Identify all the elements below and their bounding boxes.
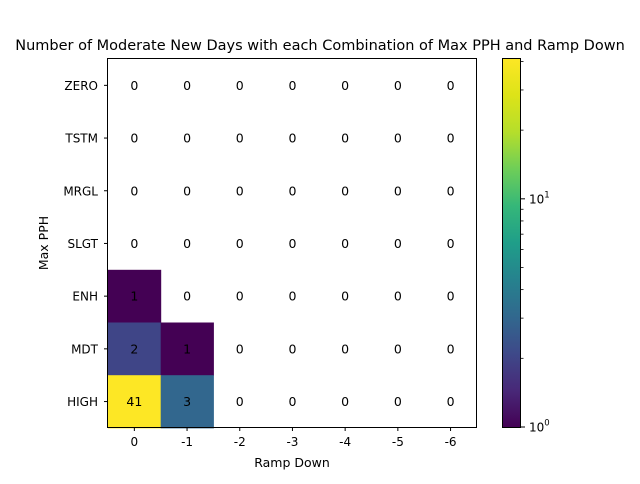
cell-value-label: 1	[130, 289, 138, 304]
y-tick-label: TSTM	[64, 132, 98, 146]
cell-value-labels: 0 0 0 0 0 0 0 0 0 0 0 0 0 0 0 0 0 0 0 0 0 0 0 0 0 0 0 0 1 0 0 0 0 0 0 2 1 0 0 0…	[126, 78, 454, 409]
x-tick-label: -6	[445, 435, 457, 449]
heatmap-cell	[160, 375, 214, 429]
cell-value-label: 0	[447, 289, 455, 304]
y-tick-label: HIGH	[67, 395, 98, 409]
cell-value-label: 0	[288, 183, 296, 198]
cell-value-label: 0	[288, 78, 296, 93]
cell-value-label: 0	[183, 183, 191, 198]
cell-value-label: 0	[447, 183, 455, 198]
x-axis-ticks: 0 -1 -2 -3 -4 -5 -6	[131, 427, 457, 449]
cell-value-label: 0	[394, 289, 402, 304]
y-tick-label: MDT	[71, 342, 99, 356]
x-tick-label: 0	[131, 435, 139, 449]
cell-value-label: 0	[341, 131, 349, 146]
cell-value-label: 0	[130, 131, 138, 146]
cell-value-label: 0	[183, 236, 191, 251]
cell-value-label: 0	[341, 394, 349, 409]
cell-value-label: 0	[341, 236, 349, 251]
x-axis-label: Ramp Down	[254, 455, 330, 470]
cell-value-label: 1	[183, 341, 191, 356]
cell-value-label: 0	[394, 394, 402, 409]
heatmap-cell	[108, 375, 162, 429]
x-tick-label: -4	[339, 435, 351, 449]
y-axis-ticks: ZERO TSTM MRGL SLGT ENH MDT HIGH	[63, 79, 108, 409]
cell-value-label: 0	[394, 341, 402, 356]
cell-value-label: 0	[236, 78, 244, 93]
cell-value-label: 0	[394, 183, 402, 198]
x-tick-label: -3	[286, 435, 298, 449]
cell-value-label: 41	[126, 394, 142, 409]
y-tick-label: ENH	[72, 290, 98, 304]
cell-value-label: 0	[394, 131, 402, 146]
cell-value-label: 0	[183, 78, 191, 93]
cell-value-label: 0	[447, 78, 455, 93]
cell-value-label: 0	[236, 183, 244, 198]
cell-value-label: 0	[288, 341, 296, 356]
colorbar-tick-label: 101	[529, 190, 550, 206]
cell-value-label: 0	[447, 236, 455, 251]
cell-value-label: 0	[341, 78, 349, 93]
cell-value-label: 0	[236, 341, 244, 356]
heatmap-cell	[108, 269, 162, 323]
cell-value-label: 0	[394, 78, 402, 93]
heatmap-cell	[160, 322, 214, 376]
cell-value-label: 0	[236, 131, 244, 146]
cell-value-label: 0	[236, 236, 244, 251]
cell-value-label: 0	[130, 78, 138, 93]
cell-value-label: 0	[447, 394, 455, 409]
x-tick-label: -1	[181, 435, 193, 449]
heatmap-cell	[108, 322, 162, 376]
cell-value-label: 0	[341, 289, 349, 304]
x-tick-label: -2	[234, 435, 246, 449]
x-tick-label: -5	[392, 435, 404, 449]
cell-value-label: 0	[288, 131, 296, 146]
cell-value-label: 0	[341, 183, 349, 198]
cell-value-label: 0	[183, 131, 191, 146]
y-tick-label: MRGL	[63, 184, 98, 198]
cell-value-label: 0	[236, 394, 244, 409]
cell-value-label: 0	[288, 236, 296, 251]
heatmap-cells	[108, 269, 214, 429]
colorbar-tick-label: 100	[529, 419, 550, 435]
cell-value-label: 0	[447, 131, 455, 146]
cell-value-label: 0	[394, 236, 402, 251]
cell-value-label: 0	[130, 236, 138, 251]
cell-value-label: 0	[183, 289, 191, 304]
chart-title: Number of Moderate New Days with each Co…	[15, 38, 625, 54]
cell-value-label: 0	[288, 394, 296, 409]
cell-value-label: 0	[341, 341, 349, 356]
colorbar	[502, 58, 521, 428]
cell-value-label: 0	[288, 289, 296, 304]
cell-value-label: 0	[236, 289, 244, 304]
cell-value-label: 3	[183, 394, 191, 409]
colorbar-ticks: 100 101	[521, 61, 550, 435]
cell-value-label: 0	[447, 341, 455, 356]
y-tick-label: ZERO	[64, 79, 98, 93]
cell-value-label: 0	[130, 183, 138, 198]
y-tick-label: SLGT	[67, 237, 98, 251]
cell-value-label: 2	[130, 341, 138, 356]
y-axis-label: Max PPH	[36, 216, 51, 270]
